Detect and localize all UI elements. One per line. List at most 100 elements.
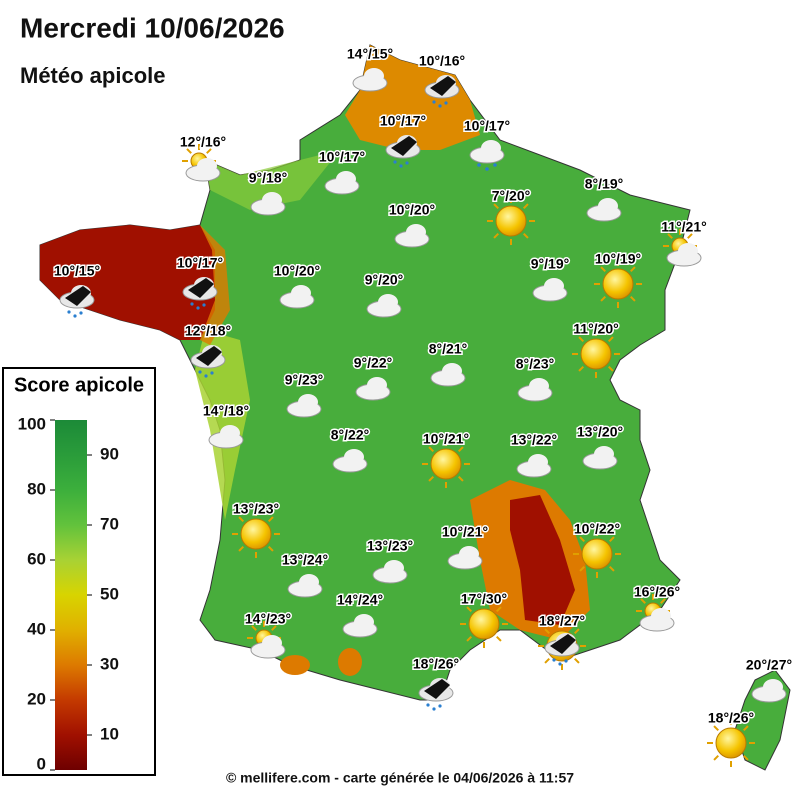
station: 9°/23° [283, 370, 325, 418]
station-label: 14°/18° [203, 403, 249, 419]
region-pyrenees-spot [338, 648, 362, 676]
station: 13°/23° [365, 536, 415, 584]
legend-tick-label: 40 [27, 619, 46, 638]
station-label: 9°/22° [354, 355, 392, 371]
station-label: 13°/23° [367, 538, 413, 554]
storm-cloud [424, 679, 450, 699]
sun-ray [251, 625, 257, 631]
station: 10°/17° [175, 253, 225, 310]
rain-drop [190, 302, 194, 306]
cloud [354, 614, 374, 630]
rain-drop [67, 310, 71, 314]
station-label: 10°/20° [389, 202, 435, 218]
cloud [367, 377, 387, 393]
sun-ray [238, 516, 244, 522]
region-southeast-core [510, 495, 575, 625]
cloud [298, 394, 318, 410]
station-label: 18°/26° [708, 710, 754, 726]
station: 8°/21° [427, 339, 469, 387]
cloud [459, 546, 479, 562]
rain-drop [552, 658, 556, 662]
station-label: 10°/16° [419, 53, 465, 69]
station: 16°/26° [632, 582, 682, 632]
sun-ray [238, 546, 244, 552]
sun-ray [630, 296, 636, 302]
region-brittany [40, 225, 215, 340]
station-label: 13°/23° [233, 501, 279, 517]
legend-tick-label: 60 [27, 549, 46, 568]
legend-tick-label: 70 [100, 514, 119, 533]
cloud [364, 68, 384, 84]
station: 17°/30° [459, 589, 509, 648]
legend: Score apicole 0 10 20 30 40 50 60 70 80 90 100 [2, 367, 156, 776]
cloud [678, 243, 698, 259]
station-label: 13°/24° [282, 552, 328, 568]
rain-drop [393, 160, 397, 164]
sun-ray [428, 446, 434, 452]
sun-ray [687, 233, 693, 239]
subtitle: Météo apicole [20, 63, 165, 88]
station-label: 20°/27° [746, 657, 792, 673]
map [39, 44, 791, 771]
sun-ray [600, 296, 606, 302]
sun [580, 338, 612, 370]
station-label: 10°/21° [442, 524, 488, 540]
station: 10°/19° [593, 249, 643, 308]
station-label: 10°/17° [464, 118, 510, 134]
sun-ray [544, 658, 550, 664]
station-label: 11°/21° [661, 219, 706, 235]
storm-cloud [391, 136, 417, 156]
rain-drop [485, 167, 489, 171]
cloud [336, 171, 356, 187]
rain-drop [564, 659, 568, 663]
station-label: 10°/22° [574, 521, 620, 537]
legend-tick-label: 30 [100, 654, 119, 673]
rain-drop [79, 311, 83, 315]
sun-ray [458, 446, 464, 452]
station: 20°/27° [744, 655, 794, 703]
station: 13°/22° [509, 430, 559, 478]
cloud [262, 635, 282, 651]
rain-drop [477, 163, 481, 167]
footer: © mellifere.com - carte générée le 04/06… [226, 770, 574, 786]
rain-drop [493, 163, 497, 167]
rain-drop [196, 306, 200, 310]
cloud [197, 158, 217, 174]
rain-drop [432, 100, 436, 104]
sun-ray [496, 636, 502, 642]
station: 10°/20° [272, 261, 322, 309]
legend-title: Score apicole [14, 374, 144, 396]
rain-drop [198, 370, 202, 374]
storm-cloud [430, 76, 456, 96]
sun-ray [428, 476, 434, 482]
station-label: 14°/24° [337, 592, 383, 608]
station-label: 10°/17° [319, 149, 365, 165]
station-label: 10°/20° [274, 263, 320, 279]
station: 9°/22° [352, 353, 394, 401]
cloud [651, 608, 671, 624]
sun-ray [713, 725, 719, 731]
cloud [529, 378, 549, 394]
cloud [406, 224, 426, 240]
station-label: 9°/18° [249, 170, 287, 186]
station: 10°/17° [378, 111, 428, 168]
cloud [544, 278, 564, 294]
station-label: 14°/23° [245, 611, 291, 627]
region-pyrenees-spot [280, 655, 310, 675]
station: 10°/16° [417, 51, 467, 108]
station: 8°/22° [329, 425, 371, 473]
sun [468, 608, 500, 640]
rain-drop [558, 662, 562, 666]
station-label: 8°/22° [331, 427, 369, 443]
region-brittany-edge [200, 225, 230, 345]
legend-tick-label: 10 [100, 724, 119, 743]
station-label: 12°/16° [180, 134, 226, 150]
rain-drop [73, 314, 77, 318]
cloud [262, 192, 282, 208]
storm-cloud [550, 634, 576, 654]
sun-ray [609, 566, 615, 572]
sun [602, 268, 634, 300]
sun-ray [493, 203, 499, 209]
station: 11°/20° [572, 319, 620, 378]
station: 8°/23° [514, 354, 556, 402]
